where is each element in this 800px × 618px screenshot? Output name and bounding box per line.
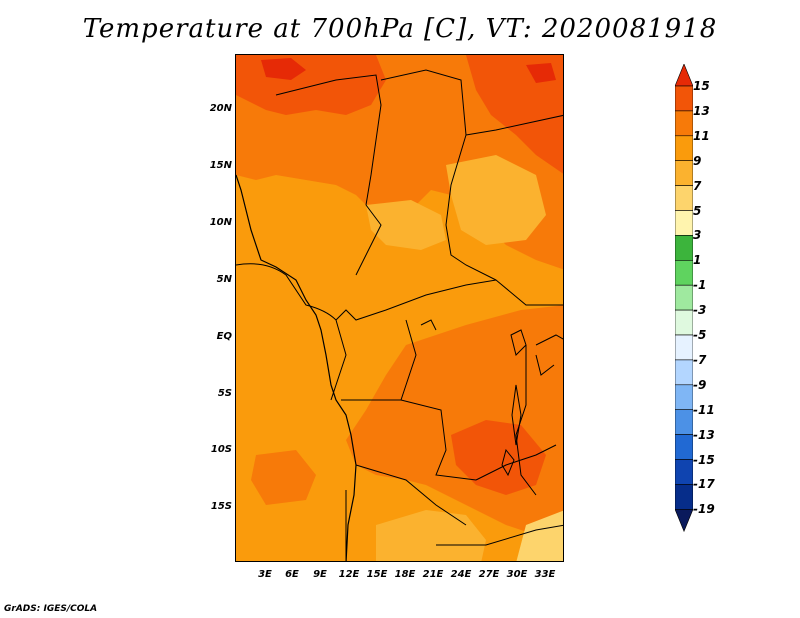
colorbar-tick-label: -7 [693, 352, 707, 367]
lat-label-10s: 10S [210, 444, 232, 455]
colorbar-segment [675, 359, 693, 386]
lon-label-24e: 24E [450, 569, 472, 580]
lat-label-5n: 5N [216, 274, 232, 285]
colorbar-tick-label: -1 [693, 278, 707, 293]
lon-label-21e: 21E [422, 569, 444, 580]
colorbar-tick-label: -19 [693, 502, 715, 517]
colorbar-segment [675, 260, 693, 286]
map-title: Temperature at 700hPa [C], VT: 202008191… [82, 14, 718, 44]
colorbar-segment [675, 284, 693, 311]
lon-label-12e: 12E [338, 569, 360, 580]
map-panel [235, 54, 564, 562]
colorbar-tick-label: -3 [693, 303, 707, 318]
colorbar-segment [675, 235, 693, 261]
colorbar-tick-label: -13 [693, 427, 715, 442]
colorbar-tick-label: 1 [693, 253, 702, 268]
southern-cool-patch-east [516, 510, 563, 561]
country-borders [236, 69, 563, 561]
lat-label-15s: 15S [210, 501, 232, 512]
colorbar-segment [675, 160, 693, 186]
colorbar-tick-label: 15 [693, 79, 710, 93]
lat-label-15n: 15N [209, 160, 232, 171]
lon-label-15e: 15E [366, 569, 388, 580]
lat-label-eq: EQ [216, 331, 232, 342]
colorbar [675, 64, 693, 533]
colorbar-tick-label: 13 [693, 103, 710, 118]
lon-label-9e: 9E [313, 569, 327, 580]
southern-cool-patch [376, 510, 486, 561]
atlantic-orange-patch [251, 450, 316, 505]
lat-label-5s: 5S [217, 388, 232, 399]
colorbar-bottom-arrow [675, 508, 693, 533]
coastline [236, 174, 357, 561]
lon-label-3e: 3E [258, 569, 272, 580]
lon-label-30e: 30E [506, 569, 528, 580]
temperature-map [236, 55, 563, 561]
lat-label-10n: 10N [209, 217, 232, 228]
great-lakes [420, 319, 527, 477]
colorbar-segment [675, 110, 693, 137]
colorbar-tick-label: 7 [693, 178, 702, 193]
colorbar-tick-label: -11 [693, 402, 715, 417]
colorbar-segment [675, 484, 693, 510]
hot-spot-15-east [526, 63, 556, 83]
colorbar-segment [675, 459, 693, 485]
sahara-hot-patch-west [236, 55, 386, 115]
hot-spot-15 [261, 58, 306, 80]
lon-label-18e: 18E [394, 569, 416, 580]
colorbar-tick-label: 11 [693, 128, 710, 143]
colorbar-top-arrow [675, 64, 693, 87]
colorbar-tick-label: 5 [693, 203, 702, 218]
colorbar-tick-label: -15 [693, 452, 715, 467]
lon-label-27e: 27E [478, 569, 500, 580]
colorbar-segment [675, 434, 693, 460]
grads-credit: GrADS: IGES/COLA [4, 604, 98, 614]
colorbar-tick-label: -9 [693, 377, 707, 392]
cooler-patch-chad [366, 200, 446, 250]
colorbar-tick-label: -5 [693, 328, 707, 342]
colorbar-segment [675, 85, 693, 112]
lon-label-33e: 33E [534, 569, 556, 580]
sahara-hot-patch-east [466, 55, 563, 174]
colorbar-segment [675, 135, 693, 162]
colorbar-tick-label: -17 [693, 477, 715, 492]
cooler-patch-sudan [446, 155, 546, 245]
colorbar-tick-label: 3 [693, 228, 702, 243]
colorbar-segment [675, 384, 693, 410]
colorbar-tick-label: 9 [693, 153, 702, 168]
colorbar-segment [675, 309, 693, 336]
colorbar-segment [675, 409, 693, 435]
colorbar-segment [675, 185, 693, 211]
lon-label-6e: 6E [285, 569, 299, 580]
colorbar-segment [675, 334, 693, 361]
lat-label-20n: 20N [209, 103, 232, 114]
colorbar-segment [675, 210, 693, 236]
